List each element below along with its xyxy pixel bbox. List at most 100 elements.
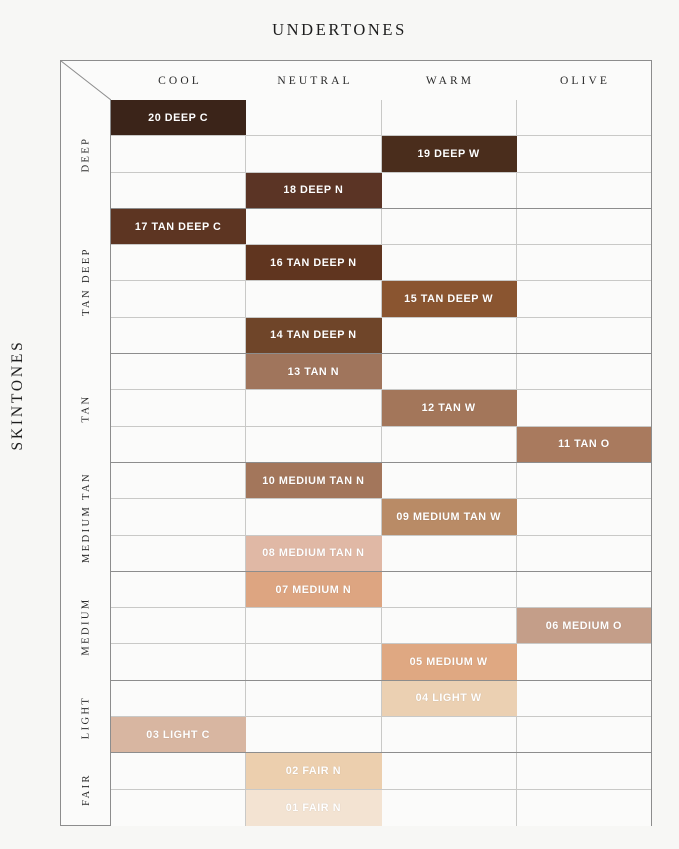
empty-cell-r10-cool[interactable] <box>111 426 247 462</box>
empty-cell-r17-neutral[interactable] <box>246 680 382 717</box>
shade-swatch-label: 04 LIGHT W <box>415 692 482 705</box>
empty-cell-r4-olive[interactable] <box>516 208 651 245</box>
empty-cell-r2-neutral[interactable] <box>246 136 382 172</box>
shade-swatch-19-deep-w[interactable]: 19 DEEP W <box>381 136 517 172</box>
empty-cell-r5-warm[interactable] <box>381 245 517 281</box>
empty-cell-r15-cool[interactable] <box>111 608 247 644</box>
empty-cell-r8-olive[interactable] <box>516 354 651 390</box>
shade-swatch-14-tan-deep-n[interactable]: 14 TAN DEEP N <box>246 317 382 354</box>
empty-cell-r11-warm[interactable] <box>381 462 517 499</box>
empty-cell-r16-cool[interactable] <box>111 644 247 680</box>
page-title-undertones: UNDERTONES <box>272 20 407 39</box>
empty-cell-r10-neutral[interactable] <box>246 426 382 462</box>
empty-cell-r4-neutral[interactable] <box>246 208 382 245</box>
empty-cell-r4-warm[interactable] <box>381 208 517 245</box>
empty-cell-r16-neutral[interactable] <box>246 644 382 680</box>
empty-cell-r20-warm[interactable] <box>381 789 517 826</box>
shade-swatch-label: 14 TAN DEEP N <box>270 329 357 342</box>
empty-cell-r6-cool[interactable] <box>111 281 247 317</box>
shade-swatch-13-tan-n[interactable]: 13 TAN N <box>246 354 382 390</box>
empty-cell-r14-warm[interactable] <box>381 571 517 608</box>
empty-cell-r13-warm[interactable] <box>381 535 517 571</box>
empty-cell-r14-olive[interactable] <box>516 571 651 608</box>
empty-cell-r18-olive[interactable] <box>516 717 651 753</box>
empty-cell-r19-cool[interactable] <box>111 753 247 789</box>
empty-cell-r6-neutral[interactable] <box>246 281 382 317</box>
row-group-label-text: TAN <box>80 394 92 423</box>
empty-cell-r14-cool[interactable] <box>111 571 247 608</box>
empty-cell-r13-olive[interactable] <box>516 535 651 571</box>
shade-swatch-08-medium-tan-n[interactable]: 08 MEDIUM TAN N <box>246 535 382 571</box>
shade-swatch-11-tan-o[interactable]: 11 TAN O <box>516 426 651 462</box>
row-group-label-text: DEEP <box>80 136 92 173</box>
empty-cell-r11-cool[interactable] <box>111 462 247 499</box>
shade-swatch-label: 05 MEDIUM W <box>409 656 488 669</box>
empty-cell-r3-olive[interactable] <box>516 172 651 208</box>
empty-cell-r16-olive[interactable] <box>516 644 651 680</box>
shade-swatch-label: 01 FAIR N <box>285 801 342 814</box>
shade-swatch-15-tan-deep-w[interactable]: 15 TAN DEEP W <box>381 281 517 317</box>
empty-cell-r12-neutral[interactable] <box>246 499 382 535</box>
empty-cell-r13-cool[interactable] <box>111 535 247 571</box>
row-label-column: DEEP TAN DEEP TAN MEDIUM TAN MEDIUM LIGHT FAIR <box>61 100 111 826</box>
empty-cell-r12-cool[interactable] <box>111 499 247 535</box>
empty-cell-r8-cool[interactable] <box>111 354 247 390</box>
empty-cell-r15-neutral[interactable] <box>246 608 382 644</box>
empty-cell-r7-cool[interactable] <box>111 317 247 354</box>
grid-row: 20 DEEP C <box>111 100 651 137</box>
row-group-label-light: LIGHT <box>61 681 111 754</box>
empty-cell-r9-neutral[interactable] <box>246 390 382 426</box>
shade-swatch-05-medium-w[interactable]: 05 MEDIUM W <box>381 644 517 680</box>
empty-cell-r2-olive[interactable] <box>516 136 651 172</box>
empty-cell-r18-warm[interactable] <box>381 717 517 753</box>
shade-swatch-03-light-c[interactable]: 03 LIGHT C <box>111 717 247 753</box>
empty-cell-r1-olive[interactable] <box>516 100 651 136</box>
shade-swatch-09-medium-tan-w[interactable]: 09 MEDIUM TAN W <box>381 499 517 535</box>
empty-cell-r9-cool[interactable] <box>111 390 247 426</box>
grid-row: 14 TAN DEEP N <box>111 317 651 355</box>
empty-cell-r5-cool[interactable] <box>111 245 247 281</box>
row-group-label-medium: MEDIUM <box>61 572 111 681</box>
shade-swatch-18-deep-n[interactable]: 18 DEEP N <box>246 172 382 208</box>
shade-swatch-02-fair-n[interactable]: 02 FAIR N <box>246 753 382 789</box>
empty-cell-r12-olive[interactable] <box>516 499 651 535</box>
empty-cell-r3-warm[interactable] <box>381 172 517 208</box>
shade-swatch-label: 06 MEDIUM O <box>545 619 622 632</box>
shade-swatch-label: 15 TAN DEEP W <box>404 293 494 306</box>
shade-swatch-04-light-w[interactable]: 04 LIGHT W <box>381 680 517 717</box>
empty-cell-r9-olive[interactable] <box>516 390 651 426</box>
shade-swatch-06-medium-o[interactable]: 06 MEDIUM O <box>516 608 651 644</box>
empty-cell-r19-warm[interactable] <box>381 753 517 789</box>
empty-cell-r20-cool[interactable] <box>111 789 247 826</box>
empty-cell-r20-olive[interactable] <box>516 789 651 826</box>
empty-cell-r1-neutral[interactable] <box>246 100 382 136</box>
shade-swatch-01-fair-n[interactable]: 01 FAIR N <box>246 789 382 826</box>
empty-cell-r17-olive[interactable] <box>516 680 651 717</box>
empty-cell-r6-olive[interactable] <box>516 281 651 317</box>
shade-swatch-12-tan-w[interactable]: 12 TAN W <box>381 390 517 426</box>
empty-cell-r7-warm[interactable] <box>381 317 517 354</box>
empty-cell-r2-cool[interactable] <box>111 136 247 172</box>
shade-grid: 20 DEEP C 19 DEEP W 18 DEEP N 17 TAN DEEP C… <box>111 100 651 826</box>
empty-cell-r1-warm[interactable] <box>381 100 517 136</box>
shade-swatch-17-tan-deep-c[interactable]: 17 TAN DEEP C <box>111 208 247 245</box>
shade-swatch-07-medium-n[interactable]: 07 MEDIUM N <box>246 571 382 608</box>
shade-swatch-label: 11 TAN O <box>558 438 610 451</box>
shade-swatch-20-deep-c[interactable]: 20 DEEP C <box>111 100 247 136</box>
empty-cell-r18-neutral[interactable] <box>246 717 382 753</box>
empty-cell-r10-warm[interactable] <box>381 426 517 462</box>
shade-swatch-label: 16 TAN DEEP N <box>270 256 357 269</box>
empty-cell-r5-olive[interactable] <box>516 245 651 281</box>
empty-cell-r8-warm[interactable] <box>381 354 517 390</box>
grid-row: 08 MEDIUM TAN N <box>111 535 651 572</box>
empty-cell-r11-olive[interactable] <box>516 462 651 499</box>
grid-row: 01 FAIR N <box>111 789 651 826</box>
shade-swatch-10-medium-tan-n[interactable]: 10 MEDIUM TAN N <box>246 462 382 499</box>
empty-cell-r19-olive[interactable] <box>516 753 651 789</box>
empty-cell-r17-cool[interactable] <box>111 680 247 717</box>
empty-cell-r3-cool[interactable] <box>111 172 247 208</box>
shade-swatch-label: 07 MEDIUM N <box>275 583 352 596</box>
empty-cell-r7-olive[interactable] <box>516 317 651 354</box>
shade-swatch-16-tan-deep-n[interactable]: 16 TAN DEEP N <box>246 245 382 281</box>
empty-cell-r15-warm[interactable] <box>381 608 517 644</box>
